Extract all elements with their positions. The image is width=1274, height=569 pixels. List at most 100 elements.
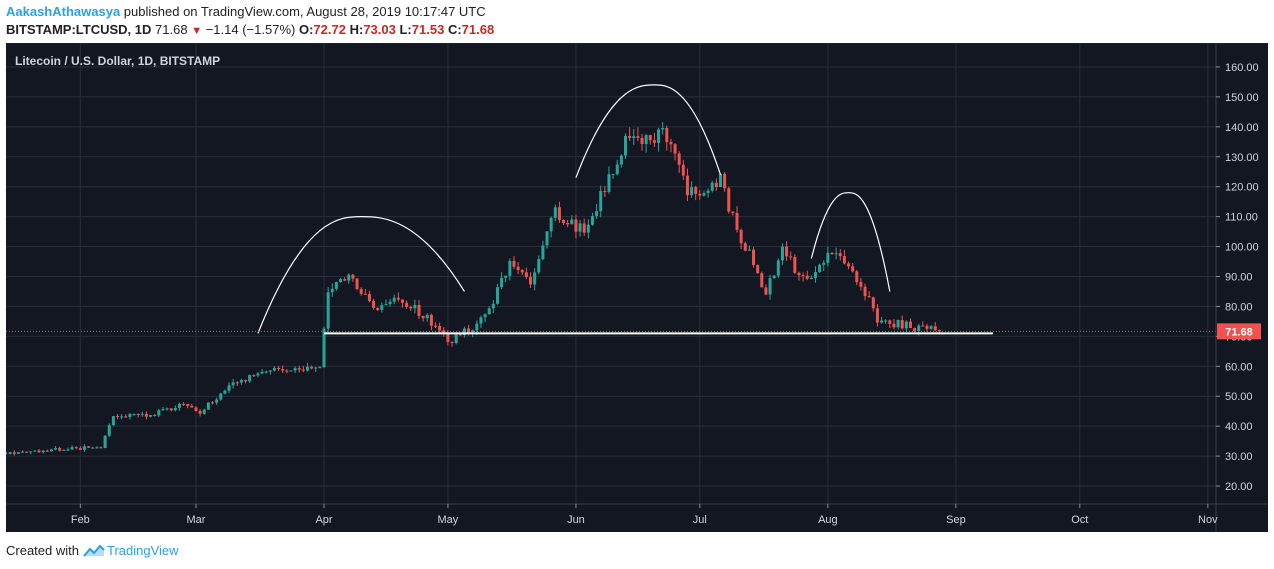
candle-body [727, 188, 731, 212]
price-chart[interactable]: 160.00 150.00 140.00 130.00 120.00 110.00 100.… [6, 43, 1268, 532]
candle-body [281, 369, 285, 371]
candle-body [611, 174, 615, 176]
candle-body [277, 367, 281, 370]
candle-body [826, 252, 830, 263]
candle-body [747, 249, 751, 251]
candle-body [772, 275, 776, 279]
candle-body [838, 253, 842, 257]
candle-body [818, 264, 822, 273]
candle-body [45, 450, 49, 452]
candle-body [74, 447, 78, 449]
symbol-info: BITSTAMP:LTCUSD, 1D 71.68 ▼ −1.14 (−1.57… [6, 22, 494, 37]
candle-body [339, 279, 343, 283]
candle-body [363, 293, 367, 295]
candle-body [491, 303, 495, 309]
candle-body [595, 211, 599, 217]
candle-body [495, 287, 499, 304]
candle-body [921, 325, 925, 327]
candle-body [657, 129, 661, 143]
created-with-text: Created with [6, 543, 79, 558]
footer: Created with TradingView [6, 543, 179, 558]
candle-body [644, 135, 648, 145]
candle-body [434, 325, 438, 327]
candle-body [661, 127, 665, 130]
candle-body [590, 216, 594, 225]
candle-body [211, 402, 214, 404]
open-label: O: [298, 22, 314, 37]
candle-body [157, 410, 161, 416]
candle-body [925, 325, 929, 329]
candle-body [537, 259, 541, 273]
candle-body [752, 249, 756, 266]
open-value: 72.72 [313, 22, 346, 37]
candle-body [937, 330, 941, 332]
y-tick-label: 160.00 [1225, 62, 1259, 74]
candle-body [322, 328, 326, 368]
candle-body [54, 448, 58, 450]
candle-body [462, 328, 466, 336]
candle-body [351, 274, 355, 279]
time-axis[interactable]: Feb Mar Apr May Jun Jul Aug Sep Oct Nov [71, 504, 1218, 526]
candle-body [586, 224, 590, 233]
candle-body [504, 275, 508, 278]
candle-body [665, 127, 669, 143]
x-tick-label: Oct [1071, 514, 1088, 526]
candle-body [124, 416, 128, 418]
pattern-annotations [6, 84, 1216, 335]
candle-body [29, 451, 33, 453]
x-tick-label: Mar [187, 514, 206, 526]
candle-body [524, 272, 528, 278]
candle-body [132, 413, 136, 415]
candle-body [756, 265, 760, 274]
candle-body [508, 260, 512, 276]
candle-body [173, 407, 177, 411]
candle-body [851, 266, 855, 272]
candle-body [863, 286, 867, 297]
candle-body [161, 409, 165, 411]
candle-body [904, 321, 908, 329]
candle-body [624, 135, 627, 156]
price-axis[interactable]: 160.00 150.00 140.00 130.00 120.00 110.00 100.… [1216, 62, 1259, 493]
candle-body [116, 416, 120, 418]
candle-body [896, 319, 900, 328]
candle-body [743, 243, 747, 251]
symbol-label: BITSTAMP:LTCUSD, 1D [6, 22, 152, 37]
candle-body [285, 370, 289, 372]
tradingview-brand-link[interactable]: TradingView [106, 543, 179, 558]
candle-body [78, 448, 82, 450]
author-link[interactable]: AakashAthawasya [6, 4, 121, 19]
candle-body [636, 136, 640, 138]
candle-body [289, 370, 293, 372]
candle-body [454, 334, 458, 343]
last-price-tag-bg [1217, 323, 1261, 340]
candle-body [578, 223, 582, 232]
candle-body [293, 368, 297, 371]
candle-body [706, 190, 710, 194]
candle-body [892, 323, 896, 328]
x-tick-label: May [438, 514, 459, 526]
candle-body [487, 308, 491, 315]
y-tick-label: 90.00 [1225, 271, 1253, 283]
y-tick-label: 30.00 [1225, 451, 1253, 463]
candle-body [8, 452, 12, 454]
y-tick-label: 120.00 [1225, 182, 1259, 194]
candle-body [859, 281, 863, 287]
candle-body [334, 282, 338, 289]
x-tick-label: Feb [71, 514, 90, 526]
y-tick-label: 80.00 [1225, 301, 1253, 313]
candle-body [438, 326, 442, 331]
candle-body [735, 213, 739, 230]
candle-body [49, 449, 53, 452]
candle-body [562, 220, 566, 224]
candle-body [264, 371, 268, 373]
candle-body [37, 450, 41, 453]
y-tick-label: 100.00 [1225, 242, 1259, 254]
candle-body [673, 144, 677, 154]
candle-body [25, 451, 29, 453]
candle-body [425, 314, 429, 319]
candle-body [70, 447, 74, 450]
candle-body [450, 341, 454, 343]
candle-body [206, 402, 210, 410]
candle-body [549, 217, 553, 232]
candle-body [789, 256, 793, 258]
